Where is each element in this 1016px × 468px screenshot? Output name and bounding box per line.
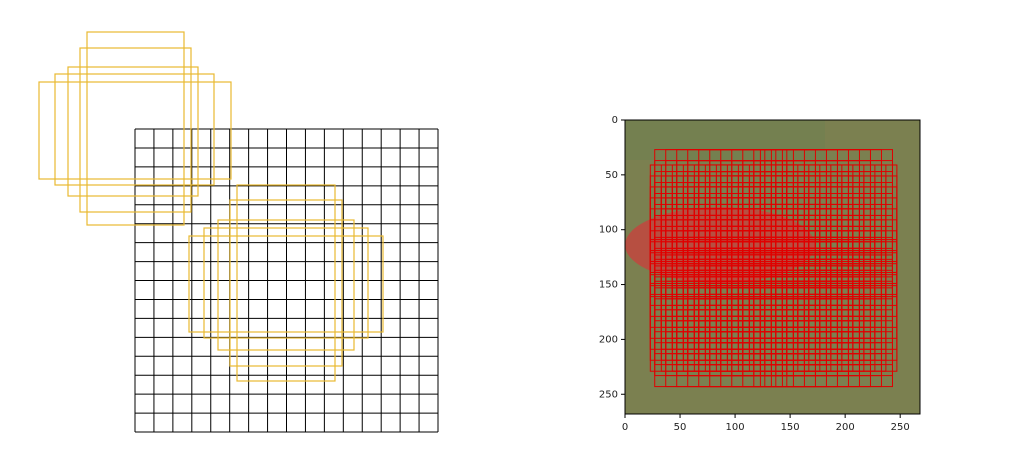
y-tick-label: 250 (599, 389, 618, 400)
anchor-grid-panel (38, 31, 439, 433)
image-sky (625, 120, 825, 160)
x-tick-label: 250 (891, 422, 910, 433)
anchor-box (188, 235, 384, 333)
x-tick-label: 100 (726, 422, 745, 433)
image-panel: 0 50 100 150 200 250 0 50 100 150 200 250 (599, 115, 921, 433)
anchor-box (236, 184, 336, 382)
anchor-box (203, 227, 369, 339)
y-tick-label: 200 (599, 334, 618, 345)
anchor-box (79, 47, 192, 213)
anchor-box (759, 296, 898, 372)
anchor-box (67, 66, 199, 197)
y-tick-label: 0 (612, 115, 618, 126)
anchor-box (38, 81, 232, 180)
y-tick-label: 50 (605, 170, 618, 181)
anchor-box (229, 199, 343, 367)
axes-frame (624, 119, 921, 415)
y-tick-label: 150 (599, 280, 618, 291)
x-tick-label: 200 (836, 422, 855, 433)
y-tick-label: 100 (599, 225, 618, 236)
anchor-box (786, 280, 893, 388)
x-tick-label: 0 (622, 422, 628, 433)
x-tick-label: 150 (781, 422, 800, 433)
anchor-box (217, 219, 355, 351)
x-tick-label: 50 (674, 422, 687, 433)
red-anchor-boxes (649, 149, 898, 388)
anchor-box (86, 31, 185, 226)
anchor-box (54, 73, 215, 186)
